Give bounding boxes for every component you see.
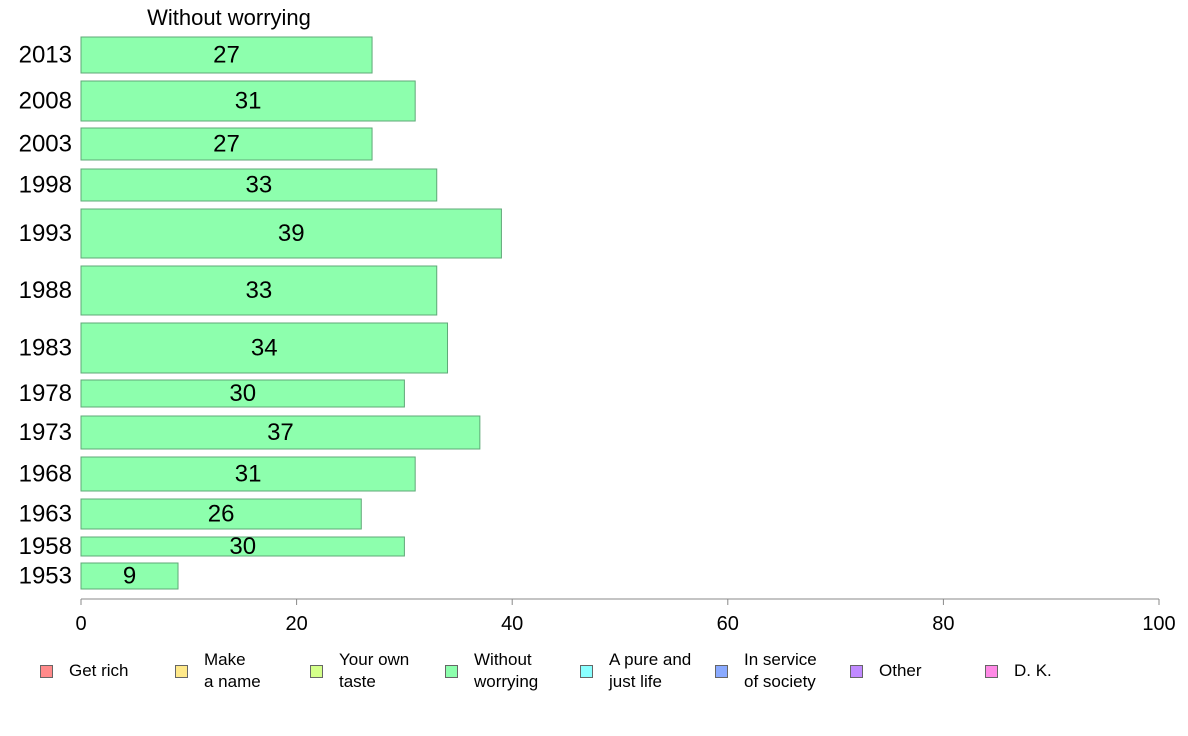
bar-1968 (80, 456, 416, 492)
year-label-2003: 2003 (19, 131, 72, 158)
bar-value-2008: 31 (235, 88, 262, 115)
x-tick-label-20: 20 (285, 613, 307, 635)
year-label-1988: 1988 (19, 277, 72, 304)
bar-1953 (80, 562, 179, 590)
x-tick-label-80: 80 (932, 613, 954, 635)
legend-item: Without worrying (445, 646, 538, 696)
bar-value-2013: 27 (213, 42, 240, 69)
legend-item: D. K. (985, 646, 1052, 696)
year-label-2013: 2013 (19, 42, 72, 69)
legend-label: In service of society (744, 650, 817, 691)
legend-swatch (445, 664, 458, 678)
legend-label: D. K. (1014, 661, 1052, 680)
bar-value-1953: 9 (123, 563, 136, 590)
legend-label: A pure and just life (609, 650, 692, 691)
year-label-2008: 2008 (19, 88, 72, 115)
chart-title: Without worrying (147, 5, 311, 30)
bar-value-1963: 26 (208, 501, 235, 528)
legend: Get rich Make a name Your own taste Without… (0, 646, 1188, 696)
legend-swatch (40, 664, 53, 678)
legend-swatch (580, 664, 593, 678)
x-tick-label-60: 60 (717, 613, 739, 635)
bar-2013 (80, 36, 373, 74)
bar-1978 (80, 379, 405, 408)
legend-item: A pure and just life (580, 646, 691, 696)
legend-swatch (175, 664, 188, 678)
legend-swatch (985, 664, 998, 678)
year-label-1998: 1998 (19, 172, 72, 199)
legend-label: Without worrying (474, 650, 539, 691)
year-label-1973: 1973 (19, 419, 72, 446)
legend-item: Your own taste (310, 646, 409, 696)
bar-1993 (80, 208, 502, 259)
bar-value-1998: 33 (246, 172, 273, 199)
legend-swatch (310, 664, 323, 678)
x-tick-label-100: 100 (1142, 613, 1175, 635)
year-label-1978: 1978 (19, 380, 72, 407)
bar-value-1968: 31 (235, 461, 262, 488)
legend-label: Make a name (204, 650, 261, 691)
year-label-1958: 1958 (19, 533, 72, 560)
bar-1973 (80, 415, 481, 450)
bar-value-1993: 39 (278, 220, 305, 247)
year-label-1953: 1953 (19, 563, 72, 590)
bar-1988 (80, 265, 438, 316)
legend-label: Get rich (69, 661, 129, 680)
year-label-1993: 1993 (19, 220, 72, 247)
legend-item: Other (850, 646, 922, 696)
bar-1963 (80, 498, 362, 530)
year-label-1963: 1963 (19, 501, 72, 528)
legend-label: Your own taste (339, 650, 410, 691)
x-tick-label-40: 40 (501, 613, 523, 635)
x-tick-label-0: 0 (75, 613, 86, 635)
bar-value-1958: 30 (229, 533, 256, 560)
bar-1998 (80, 168, 438, 202)
bar-1958 (80, 536, 405, 557)
bar-value-2003: 27 (213, 131, 240, 158)
legend-item: In service of society (715, 646, 817, 696)
bar-2008 (80, 80, 416, 122)
legend-swatch (715, 664, 728, 678)
year-label-1968: 1968 (19, 461, 72, 488)
bar-value-1983: 34 (251, 335, 278, 362)
legend-item: Make a name (175, 646, 261, 696)
bar-value-1978: 30 (229, 380, 256, 407)
legend-label: Other (879, 661, 922, 680)
legend-swatch (850, 664, 863, 678)
year-label-1983: 1983 (19, 335, 72, 362)
bar-1983 (80, 322, 449, 374)
legend-item: Get rich (40, 646, 129, 696)
bar-value-1973: 37 (267, 419, 294, 446)
bar-value-1988: 33 (246, 277, 273, 304)
bar-2003 (80, 127, 373, 161)
